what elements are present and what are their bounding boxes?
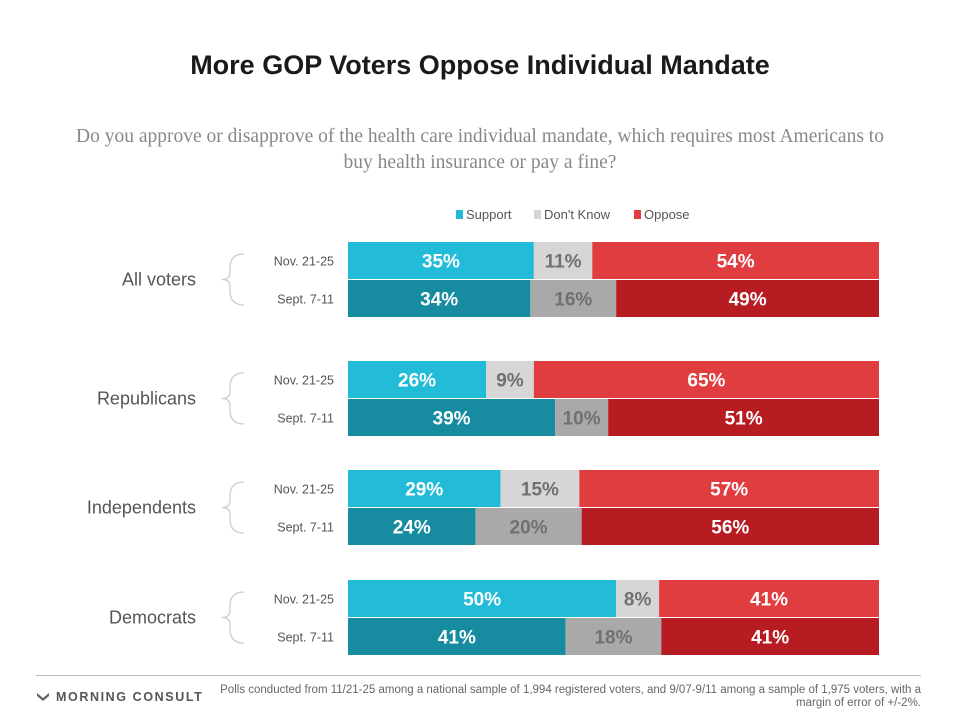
dont-know-value-label: 15% bbox=[521, 480, 559, 501]
period-label: Sept. 7-11 bbox=[277, 412, 334, 426]
support-value-label: 34% bbox=[420, 290, 458, 311]
dont-know-value-label: 8% bbox=[624, 590, 652, 611]
legend-label-oppose: Oppose bbox=[644, 207, 690, 222]
group-label-independents: Independents bbox=[87, 498, 196, 518]
oppose-value-label: 49% bbox=[729, 290, 767, 311]
period-label: Sept. 7-11 bbox=[277, 293, 334, 307]
support-value-label: 29% bbox=[405, 480, 443, 501]
chart-title: More GOP Voters Oppose Individual Mandat… bbox=[190, 50, 770, 80]
period-label: Sept. 7-11 bbox=[277, 521, 334, 535]
dont-know-bar bbox=[475, 508, 582, 545]
group-label-republicans: Republicans bbox=[97, 389, 196, 409]
dont-know-value-label: 10% bbox=[563, 409, 601, 430]
brace-democrats bbox=[221, 591, 245, 644]
brace-all-voters bbox=[221, 253, 245, 306]
support-value-label: 50% bbox=[463, 590, 501, 611]
brace-independents bbox=[221, 481, 245, 534]
morning-consult-logo: MORNING CONSULT bbox=[36, 689, 203, 705]
oppose-bar bbox=[661, 618, 879, 655]
oppose-bar bbox=[616, 280, 879, 317]
oppose-bar bbox=[659, 580, 879, 617]
dont-know-bar bbox=[486, 361, 534, 398]
oppose-value-label: 57% bbox=[710, 480, 748, 501]
chart-subtitle: Do you approve or disapprove of the heal… bbox=[76, 126, 884, 173]
oppose-bar bbox=[608, 399, 879, 436]
legend-label-dont-know: Don't Know bbox=[544, 207, 611, 222]
support-bar bbox=[348, 280, 531, 317]
dont-know-bar bbox=[565, 618, 662, 655]
support-bar bbox=[348, 470, 501, 507]
dont-know-value-label: 20% bbox=[510, 518, 548, 539]
support-bar bbox=[348, 242, 534, 279]
legend-swatch-oppose bbox=[634, 210, 641, 219]
support-bar bbox=[348, 508, 476, 545]
dont-know-bar bbox=[530, 280, 617, 317]
legend-label-support: Support bbox=[466, 207, 512, 222]
support-bar bbox=[348, 399, 556, 436]
brand-name: MORNING CONSULT bbox=[56, 690, 204, 704]
dont-know-value-label: 11% bbox=[545, 252, 582, 273]
oppose-bar bbox=[579, 470, 879, 507]
support-bar bbox=[348, 618, 566, 655]
dont-know-bar bbox=[533, 242, 593, 279]
legend-item-oppose: Oppose bbox=[634, 207, 690, 223]
oppose-value-label: 65% bbox=[687, 371, 725, 392]
support-value-label: 35% bbox=[422, 252, 460, 273]
group-label-all-voters: All voters bbox=[122, 270, 196, 290]
legend-swatch-dont-know bbox=[534, 210, 541, 219]
oppose-bar bbox=[592, 242, 879, 279]
oppose-value-label: 41% bbox=[750, 590, 788, 611]
footnote: Polls conducted from 11/21-25 among a na… bbox=[220, 684, 921, 709]
legend-item-dont-know: Don't Know bbox=[534, 207, 610, 223]
dont-know-bar bbox=[616, 580, 660, 617]
period-label: Nov. 21-25 bbox=[274, 483, 334, 497]
oppose-value-label: 56% bbox=[711, 518, 749, 539]
legend-item-support: Support bbox=[456, 207, 512, 223]
dont-know-value-label: 9% bbox=[496, 371, 524, 392]
dont-know-value-label: 16% bbox=[554, 290, 592, 311]
support-bar bbox=[348, 361, 487, 398]
group-label-democrats: Democrats bbox=[109, 608, 196, 628]
oppose-value-label: 41% bbox=[751, 628, 789, 649]
support-value-label: 39% bbox=[433, 409, 471, 430]
oppose-value-label: 51% bbox=[725, 409, 763, 430]
dont-know-bar bbox=[555, 399, 609, 436]
support-value-label: 41% bbox=[438, 628, 476, 649]
legend-swatch-support bbox=[456, 210, 463, 219]
oppose-value-label: 54% bbox=[717, 252, 755, 273]
dont-know-bar bbox=[500, 470, 580, 507]
oppose-bar bbox=[581, 508, 879, 545]
support-value-label: 24% bbox=[393, 518, 431, 539]
oppose-bar bbox=[533, 361, 879, 398]
morning-consult-mark-icon bbox=[37, 693, 49, 701]
period-label: Sept. 7-11 bbox=[277, 631, 334, 645]
support-value-label: 26% bbox=[398, 371, 436, 392]
footer-divider bbox=[36, 675, 921, 676]
period-label: Nov. 21-25 bbox=[274, 255, 334, 269]
period-label: Nov. 21-25 bbox=[274, 593, 334, 607]
support-bar bbox=[348, 580, 617, 617]
brace-republicans bbox=[221, 372, 245, 425]
period-label: Nov. 21-25 bbox=[274, 374, 334, 388]
dont-know-value-label: 18% bbox=[594, 628, 632, 649]
